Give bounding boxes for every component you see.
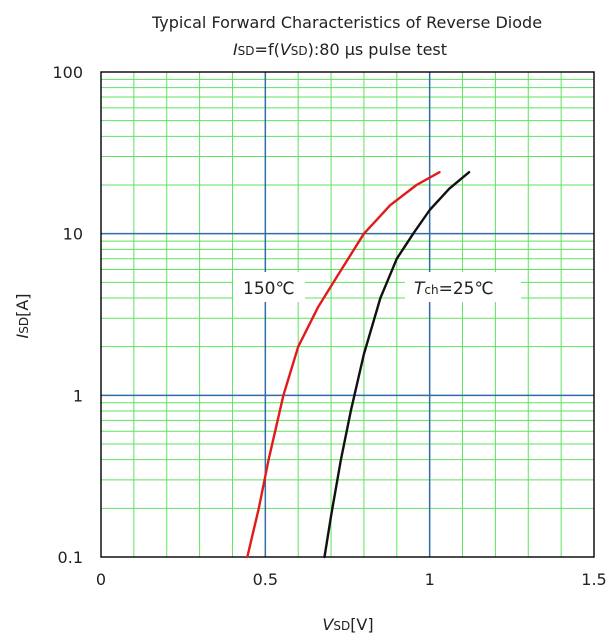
series-label-25-text: Tch=25℃ [414, 279, 494, 299]
minor-grid [101, 72, 594, 557]
y-tick-label: 1 [73, 386, 83, 405]
series-label-150: 150℃ [233, 272, 305, 302]
x-tick-label: 0 [96, 570, 106, 589]
series-line-1 [323, 170, 471, 559]
chart-subtitle: ISD=f(VSD):80 μs pulse test [233, 40, 447, 59]
x-tick-label: 1.5 [581, 570, 606, 589]
chart-title: Typical Forward Characteristics of Rever… [151, 13, 542, 32]
plot-frame [100, 71, 595, 558]
y-tick-label: 10 [63, 225, 83, 244]
x-tick-label: 0.5 [253, 570, 278, 589]
y-tick-label: 0.1 [58, 548, 83, 567]
y-tick-label: 100 [52, 63, 83, 82]
series-line-0 [246, 170, 441, 559]
series-label-25: Tch=25℃ [405, 272, 521, 302]
x-axis-label: VSD[V] [322, 615, 373, 634]
tick-labels: 0 0.5 1 1.5 0.1 1 10 100 [52, 63, 606, 589]
y-axis-label: ISD[A] [13, 293, 32, 338]
major-grid [101, 72, 594, 557]
x-tick-label: 1 [425, 570, 435, 589]
series-label-150-text: 150℃ [243, 279, 295, 299]
series-layer [246, 170, 471, 559]
